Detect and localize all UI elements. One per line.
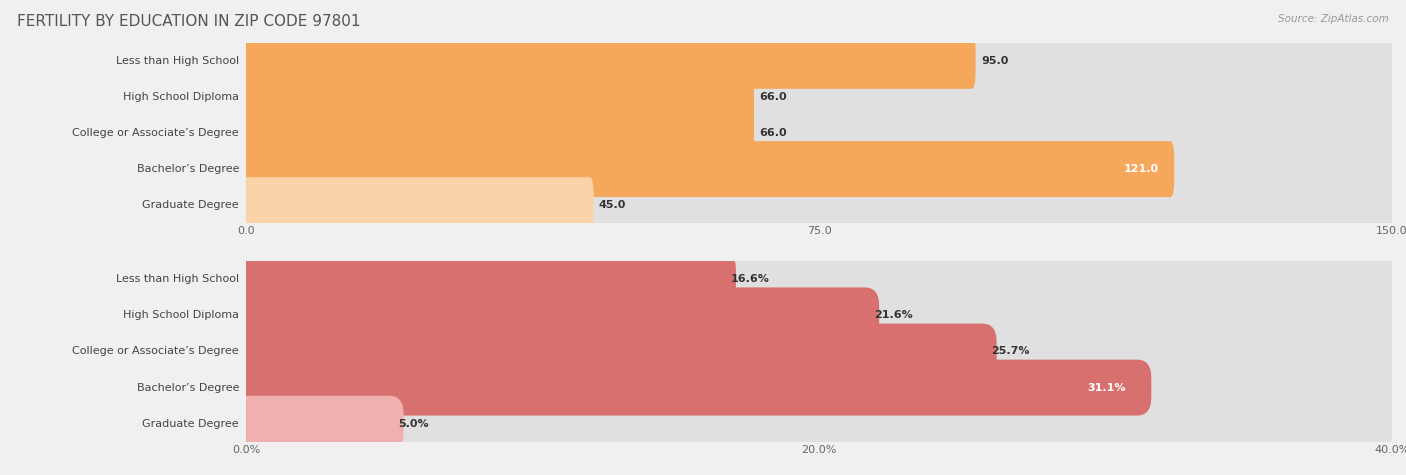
Text: 16.6%: 16.6% bbox=[731, 274, 769, 285]
FancyBboxPatch shape bbox=[242, 105, 1396, 161]
FancyBboxPatch shape bbox=[242, 69, 1396, 125]
Text: High School Diploma: High School Diploma bbox=[122, 310, 239, 321]
FancyBboxPatch shape bbox=[232, 360, 1152, 416]
Text: Source: ZipAtlas.com: Source: ZipAtlas.com bbox=[1278, 14, 1389, 24]
Bar bbox=[246, 261, 1392, 297]
Text: 95.0: 95.0 bbox=[981, 56, 1008, 66]
Text: 66.0: 66.0 bbox=[759, 92, 787, 102]
FancyBboxPatch shape bbox=[232, 251, 1406, 307]
FancyBboxPatch shape bbox=[242, 141, 1396, 197]
FancyBboxPatch shape bbox=[232, 323, 1406, 380]
Text: 21.6%: 21.6% bbox=[875, 310, 912, 321]
Text: Bachelor’s Degree: Bachelor’s Degree bbox=[136, 382, 239, 393]
FancyBboxPatch shape bbox=[242, 105, 754, 161]
Bar bbox=[246, 187, 1392, 223]
Text: 66.0: 66.0 bbox=[759, 128, 787, 138]
FancyBboxPatch shape bbox=[232, 287, 879, 343]
Text: 5.0%: 5.0% bbox=[398, 418, 429, 429]
Bar bbox=[246, 79, 1392, 115]
Bar bbox=[246, 406, 1392, 442]
FancyBboxPatch shape bbox=[242, 33, 976, 89]
FancyBboxPatch shape bbox=[232, 251, 735, 307]
Text: Bachelor’s Degree: Bachelor’s Degree bbox=[136, 164, 239, 174]
Text: High School Diploma: High School Diploma bbox=[122, 92, 239, 102]
Text: FERTILITY BY EDUCATION IN ZIP CODE 97801: FERTILITY BY EDUCATION IN ZIP CODE 97801 bbox=[17, 14, 360, 29]
Text: 25.7%: 25.7% bbox=[991, 346, 1031, 357]
FancyBboxPatch shape bbox=[232, 396, 404, 452]
Bar bbox=[246, 297, 1392, 333]
Bar bbox=[246, 115, 1392, 151]
Text: Graduate Degree: Graduate Degree bbox=[142, 200, 239, 210]
Text: Graduate Degree: Graduate Degree bbox=[142, 418, 239, 429]
Text: College or Associate’s Degree: College or Associate’s Degree bbox=[72, 128, 239, 138]
Bar bbox=[246, 151, 1392, 187]
FancyBboxPatch shape bbox=[242, 33, 1396, 89]
Text: Less than High School: Less than High School bbox=[115, 274, 239, 285]
Text: 31.1%: 31.1% bbox=[1087, 382, 1126, 393]
Text: Less than High School: Less than High School bbox=[115, 56, 239, 66]
FancyBboxPatch shape bbox=[242, 177, 593, 233]
Bar bbox=[246, 370, 1392, 406]
FancyBboxPatch shape bbox=[232, 323, 997, 380]
FancyBboxPatch shape bbox=[242, 177, 1396, 233]
FancyBboxPatch shape bbox=[232, 360, 1406, 416]
Bar bbox=[246, 43, 1392, 79]
Text: College or Associate’s Degree: College or Associate’s Degree bbox=[72, 346, 239, 357]
FancyBboxPatch shape bbox=[242, 141, 1174, 197]
Text: 121.0: 121.0 bbox=[1123, 164, 1159, 174]
Text: 45.0: 45.0 bbox=[599, 200, 626, 210]
FancyBboxPatch shape bbox=[242, 69, 754, 125]
FancyBboxPatch shape bbox=[232, 287, 1406, 343]
Bar bbox=[246, 333, 1392, 370]
FancyBboxPatch shape bbox=[232, 396, 1406, 452]
